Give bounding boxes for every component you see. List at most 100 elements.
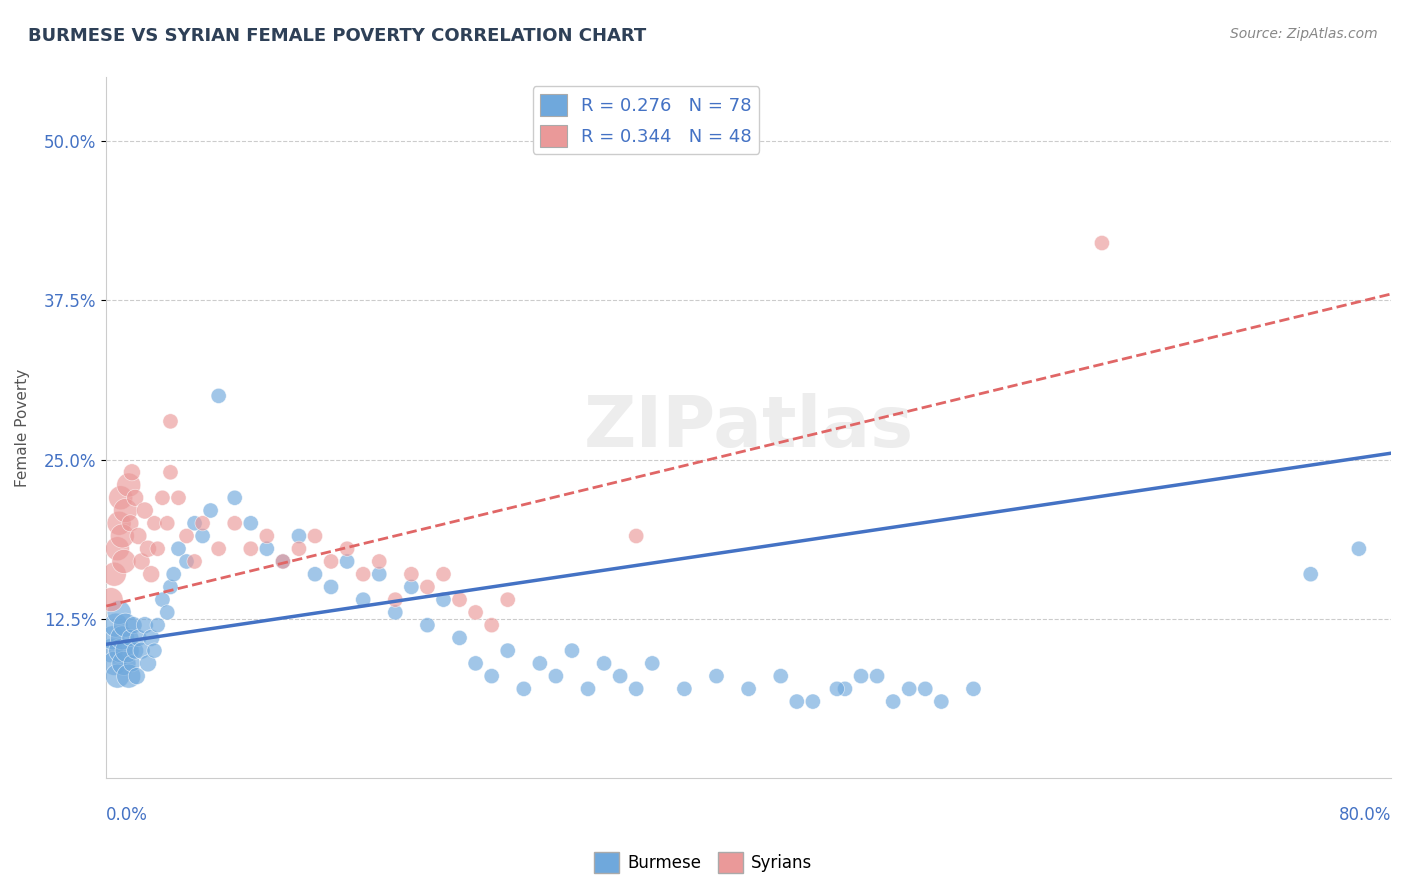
Point <box>319 554 342 568</box>
Point <box>224 491 246 505</box>
Point <box>115 643 138 657</box>
Point <box>496 643 519 657</box>
Point <box>352 592 374 607</box>
Point <box>849 669 872 683</box>
Y-axis label: Female Poverty: Female Poverty <box>15 368 30 487</box>
Point <box>239 541 262 556</box>
Point <box>1091 235 1114 250</box>
Text: ZIPatlas: ZIPatlas <box>583 393 914 462</box>
Point <box>159 465 181 479</box>
Point <box>127 529 149 543</box>
Point <box>449 592 471 607</box>
Point <box>141 567 163 582</box>
Point <box>416 580 439 594</box>
Text: Source: ZipAtlas.com: Source: ZipAtlas.com <box>1230 27 1378 41</box>
Point <box>288 529 311 543</box>
Point <box>110 643 132 657</box>
Point <box>121 657 143 671</box>
Point <box>183 516 205 531</box>
Point <box>107 541 129 556</box>
Point <box>136 657 159 671</box>
Text: BURMESE VS SYRIAN FEMALE POVERTY CORRELATION CHART: BURMESE VS SYRIAN FEMALE POVERTY CORRELA… <box>28 27 647 45</box>
Point <box>304 567 326 582</box>
Point <box>208 541 231 556</box>
Point <box>152 592 174 607</box>
Point <box>882 695 904 709</box>
Point <box>107 669 129 683</box>
Point <box>120 631 142 645</box>
Point <box>336 554 359 568</box>
Point <box>103 657 125 671</box>
Point <box>256 541 278 556</box>
Point <box>111 631 134 645</box>
Point <box>163 567 186 582</box>
Point <box>100 643 122 657</box>
Point <box>127 631 149 645</box>
Point <box>121 465 143 479</box>
Point <box>914 681 936 696</box>
Point <box>131 643 153 657</box>
Point <box>159 580 181 594</box>
Point <box>108 606 131 620</box>
Point <box>208 389 231 403</box>
Point <box>593 657 616 671</box>
Point <box>159 414 181 428</box>
Point <box>561 643 583 657</box>
Point <box>464 657 486 671</box>
Point <box>111 529 134 543</box>
Point <box>464 606 486 620</box>
Legend: Burmese, Syrians: Burmese, Syrians <box>588 846 818 880</box>
Point <box>609 669 631 683</box>
Point <box>224 516 246 531</box>
Point <box>124 491 146 505</box>
Point <box>143 516 166 531</box>
Point <box>624 529 647 543</box>
Point <box>200 503 222 517</box>
Point <box>1347 541 1369 556</box>
Point <box>319 580 342 594</box>
Point <box>401 580 423 594</box>
Point <box>103 567 125 582</box>
Point <box>124 643 146 657</box>
Point <box>176 529 198 543</box>
Point <box>288 541 311 556</box>
Text: 80.0%: 80.0% <box>1339 806 1391 824</box>
Point <box>801 695 824 709</box>
Point <box>101 631 124 645</box>
Legend: R = 0.276   N = 78, R = 0.344   N = 48: R = 0.276 N = 78, R = 0.344 N = 48 <box>533 87 759 154</box>
Point <box>368 554 391 568</box>
Point <box>146 618 169 632</box>
Point <box>673 681 696 696</box>
Point <box>131 554 153 568</box>
Point <box>432 592 454 607</box>
Point <box>167 491 190 505</box>
Point <box>496 592 519 607</box>
Point <box>624 681 647 696</box>
Point <box>112 657 135 671</box>
Point <box>256 529 278 543</box>
Point <box>191 516 214 531</box>
Point <box>183 554 205 568</box>
Point <box>481 618 503 632</box>
Point <box>176 554 198 568</box>
Point <box>167 541 190 556</box>
Point <box>114 618 136 632</box>
Point <box>239 516 262 531</box>
Point <box>134 503 156 517</box>
Point <box>104 618 127 632</box>
Point <box>136 541 159 556</box>
Point <box>449 631 471 645</box>
Point <box>156 516 179 531</box>
Point <box>384 592 406 607</box>
Point <box>110 491 132 505</box>
Point <box>156 606 179 620</box>
Point <box>122 618 145 632</box>
Point <box>336 541 359 556</box>
Point <box>125 669 148 683</box>
Point <box>118 669 141 683</box>
Point <box>152 491 174 505</box>
Point <box>146 541 169 556</box>
Point <box>834 681 856 696</box>
Point <box>401 567 423 582</box>
Point <box>143 643 166 657</box>
